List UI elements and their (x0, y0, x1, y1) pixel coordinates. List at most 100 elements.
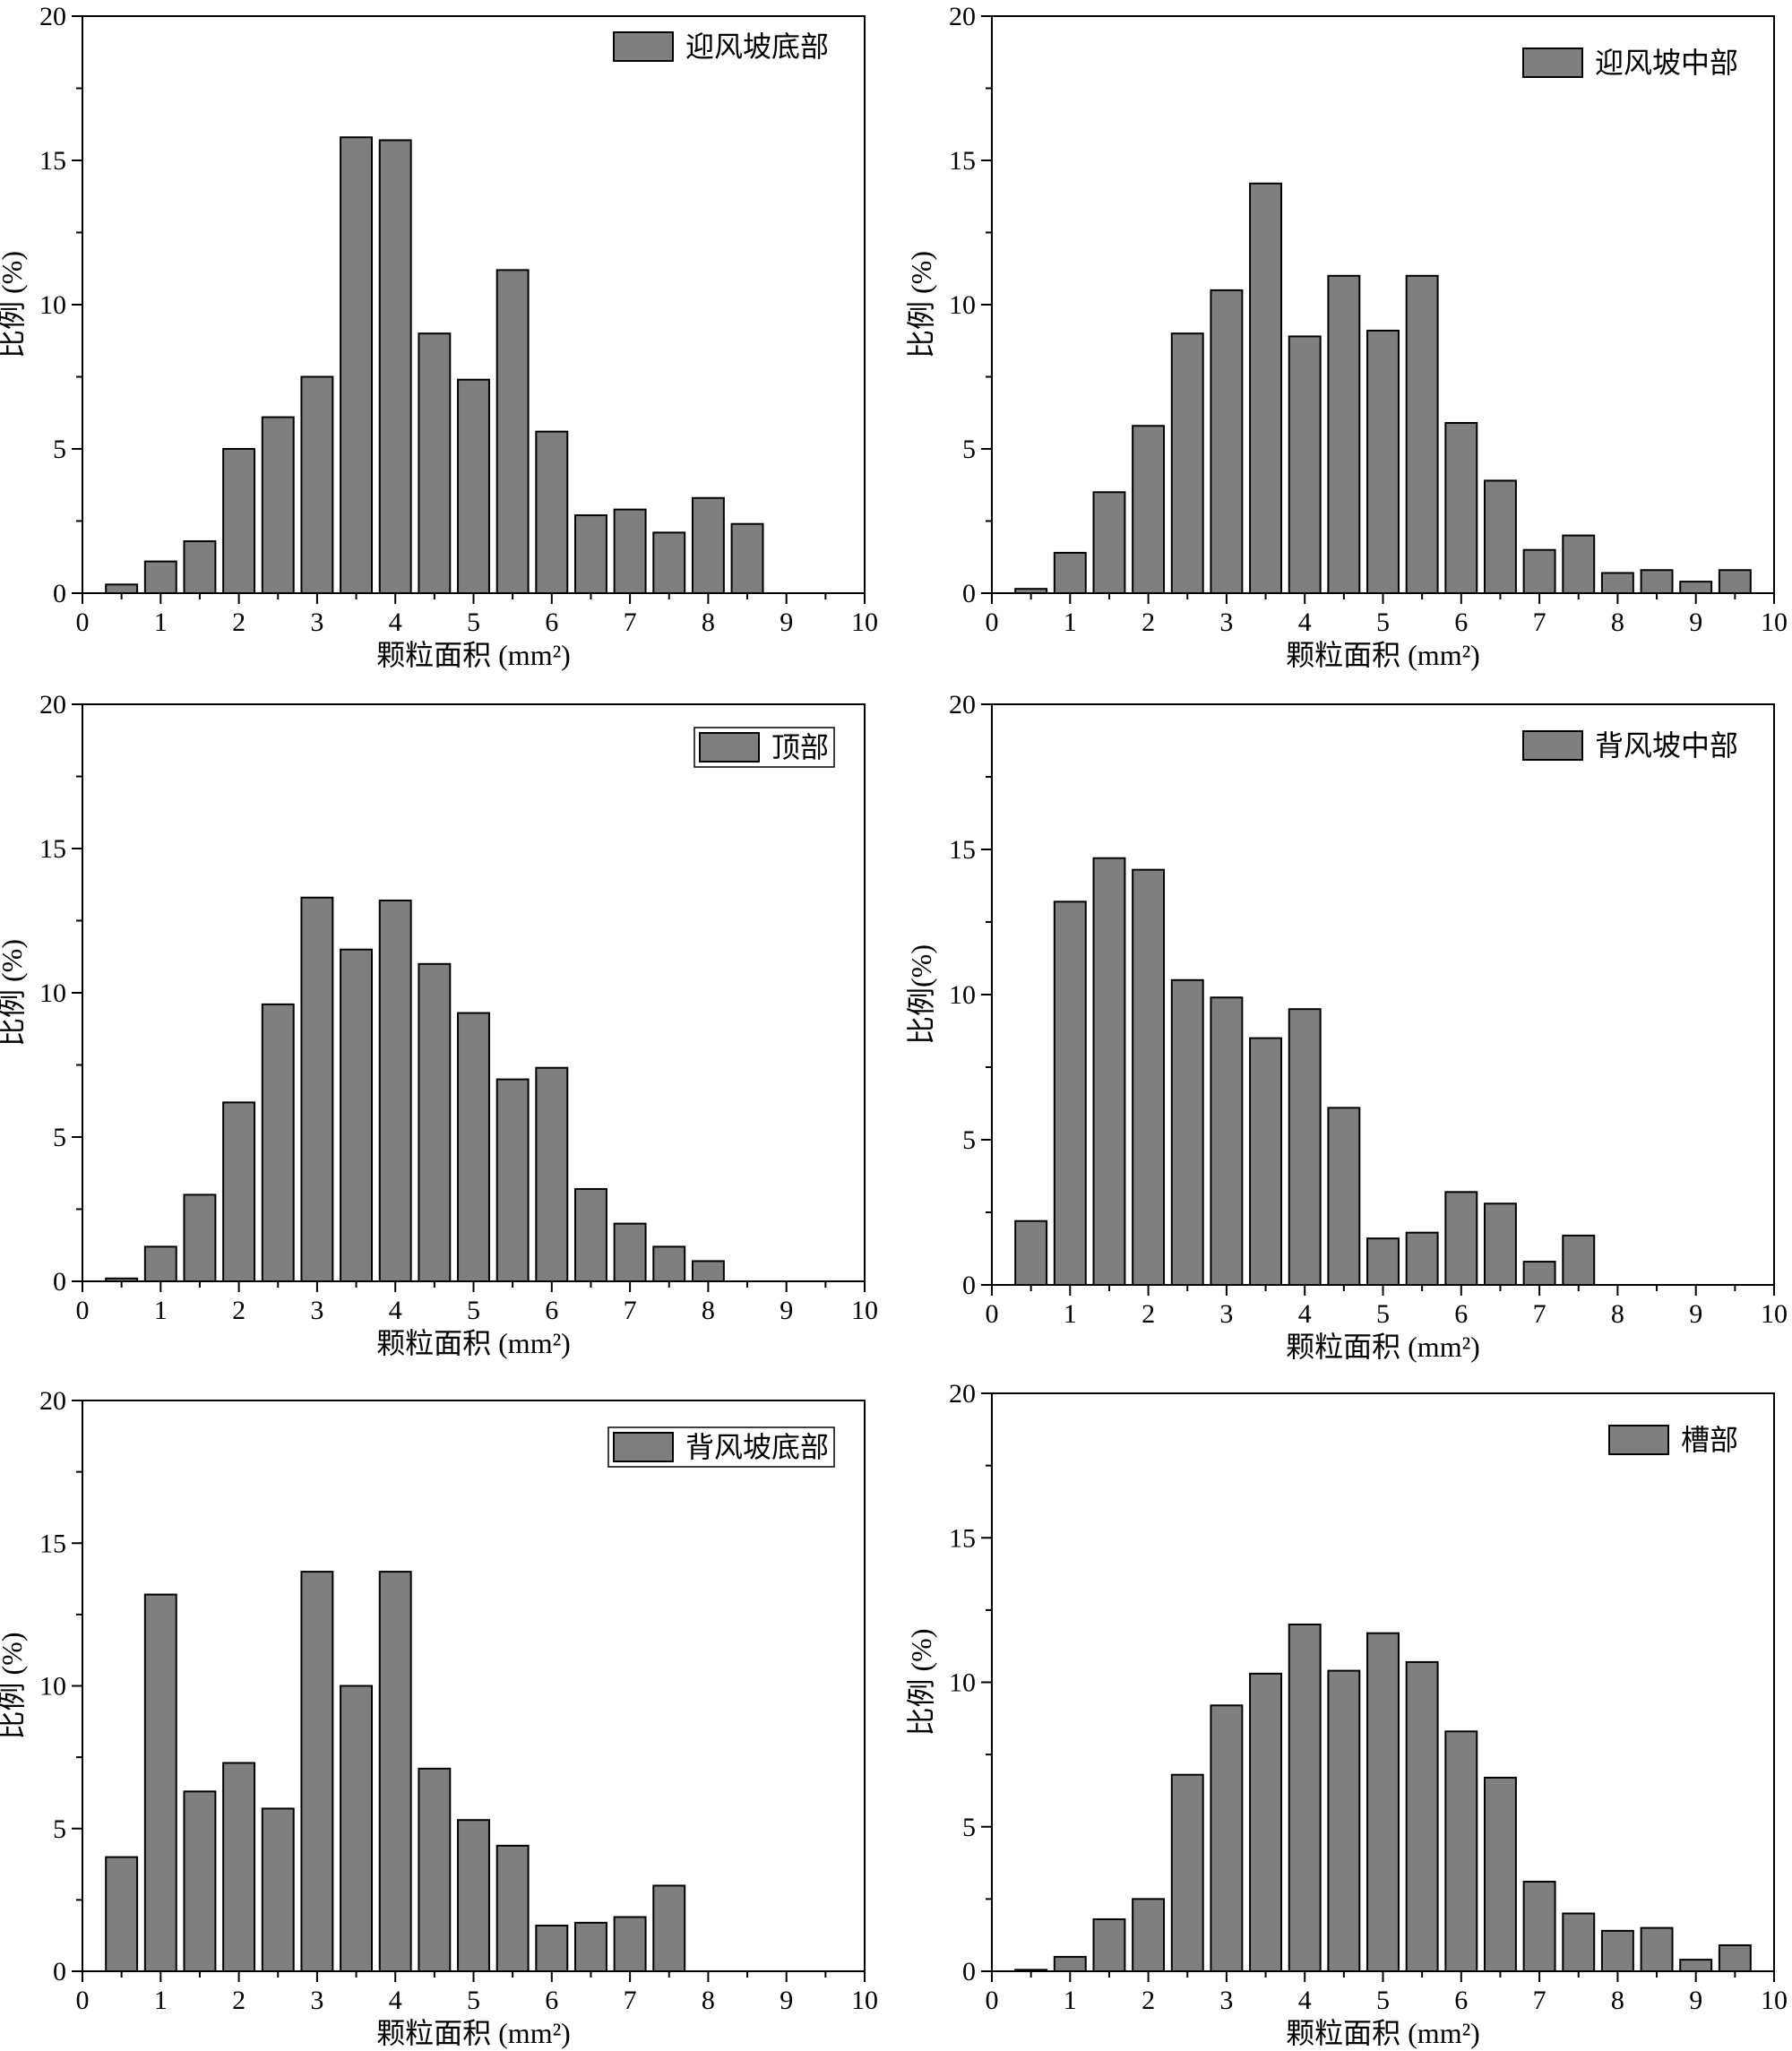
x-tick-label: 1 (154, 608, 168, 637)
y-tick-label: 15 (39, 146, 66, 176)
bar (1483, 479, 1517, 594)
bar (143, 1245, 177, 1282)
x-tick-label: 9 (780, 608, 793, 637)
bar (495, 1844, 530, 1973)
y-tick-label: 5 (962, 1125, 976, 1155)
x-tick-label: 3 (310, 1986, 323, 2015)
chart-panel-4: 0 1 2 3 4 5 6 7 8 9 10 0 5 10 15 20 颗粒面积 (mm²) 比例(%) 背风坡中部 (905, 690, 1788, 1363)
bar (613, 1916, 647, 1973)
bar (1210, 1704, 1244, 1973)
x-tick-label: 5 (1376, 1299, 1390, 1329)
bar (300, 1571, 334, 1972)
bar (1640, 569, 1674, 594)
bar (261, 416, 295, 594)
bar (457, 378, 490, 594)
x-tick-label: 5 (467, 1296, 480, 1325)
legend-swatch (1521, 47, 1583, 78)
x-tick-label: 9 (1689, 1986, 1702, 2015)
x-tick-label: 4 (389, 1296, 402, 1325)
x-tick-label: 2 (232, 1986, 246, 2015)
bar (1562, 1912, 1596, 1972)
bar (495, 269, 530, 594)
bar (222, 1762, 256, 1972)
legend-label: 迎风坡中部 (1595, 46, 1738, 80)
bar (1288, 1008, 1322, 1286)
bar (1092, 491, 1126, 594)
y-tick-label: 20 (949, 1379, 976, 1409)
bar (1327, 1107, 1361, 1286)
chart-panel-3: 0 1 2 3 4 5 6 7 8 9 10 0 5 10 15 20 颗粒面积 (mm²) 比例 (%) 顶部 (0, 690, 878, 1359)
bar (1249, 1037, 1283, 1286)
bar (1210, 289, 1244, 594)
bar (183, 1194, 217, 1283)
legend: 背风坡底部 (607, 1426, 835, 1468)
bar (1718, 1943, 1752, 1973)
x-tick-label: 0 (986, 1986, 999, 2015)
bar (418, 1767, 452, 1972)
y-tick-label: 10 (949, 1668, 976, 1698)
y-tick-label: 0 (53, 579, 66, 608)
x-tick-label: 10 (851, 608, 878, 637)
x-tick-label: 5 (1376, 608, 1390, 637)
x-tick-label: 8 (1611, 1986, 1624, 2015)
x-axis-title: 颗粒面积 (mm²) (376, 639, 571, 671)
bar (143, 1593, 177, 1972)
y-tick-label: 5 (53, 1814, 66, 1844)
bar (535, 430, 569, 594)
bar (1366, 329, 1400, 594)
legend: 槽部 (1607, 1423, 1738, 1457)
bar (1718, 569, 1752, 594)
y-tick-label: 0 (962, 579, 976, 608)
x-tick-label: 7 (1533, 1986, 1546, 2015)
bar (730, 522, 764, 594)
y-tick-label: 0 (962, 1271, 976, 1300)
y-tick-label: 15 (39, 834, 66, 864)
bar (1170, 332, 1204, 594)
bar (613, 1222, 647, 1282)
bar (573, 1921, 607, 1972)
bar (457, 1012, 490, 1283)
legend-swatch (612, 1432, 674, 1462)
x-tick-label: 8 (702, 608, 715, 637)
x-tick-label: 9 (1689, 1299, 1702, 1329)
bar (1562, 1234, 1596, 1287)
legend: 迎风坡底部 (612, 30, 829, 64)
x-tick-label: 9 (1689, 608, 1702, 637)
bar (1092, 857, 1126, 1286)
legend-swatch (1521, 730, 1583, 761)
x-tick-label: 8 (702, 1986, 715, 2015)
x-tick-label: 3 (1219, 1986, 1233, 2015)
x-tick-label: 1 (1064, 1986, 1077, 2015)
bar (613, 508, 647, 594)
x-tick-label: 2 (1142, 1299, 1155, 1329)
bar (1522, 1261, 1556, 1286)
bar (1053, 1955, 1087, 1972)
bar (1679, 1959, 1713, 1973)
bar (300, 375, 334, 594)
chart-panel-1: 0 1 2 3 4 5 6 7 8 9 10 0 5 10 15 20 颗粒面积 (mm²) 比例 (%) 迎风坡底… (0, 2, 878, 671)
x-tick-label: 1 (154, 1296, 168, 1325)
bar (1600, 1929, 1634, 1973)
x-tick-label: 10 (1761, 1299, 1788, 1329)
y-tick-label: 10 (949, 290, 976, 320)
legend: 背风坡中部 (1521, 728, 1738, 763)
bar (1562, 534, 1596, 594)
bar (1600, 572, 1634, 595)
y-tick-label: 20 (39, 690, 66, 720)
x-tick-label: 9 (780, 1986, 793, 2015)
x-tick-label: 10 (1761, 1986, 1788, 2015)
y-tick-label: 20 (39, 2, 66, 31)
y-tick-label: 15 (949, 1523, 976, 1553)
bar (1053, 551, 1087, 594)
bar (1405, 1231, 1439, 1287)
bar (261, 1807, 295, 1972)
y-tick-label: 5 (962, 435, 976, 464)
bar (222, 448, 256, 594)
bar (1522, 548, 1556, 595)
bar (105, 1856, 139, 1973)
bar (105, 583, 139, 595)
x-tick-label: 9 (780, 1296, 793, 1325)
y-axis-title: 比例 (%) (0, 251, 28, 358)
y-tick-label: 15 (949, 835, 976, 865)
x-tick-label: 6 (1454, 1299, 1468, 1329)
